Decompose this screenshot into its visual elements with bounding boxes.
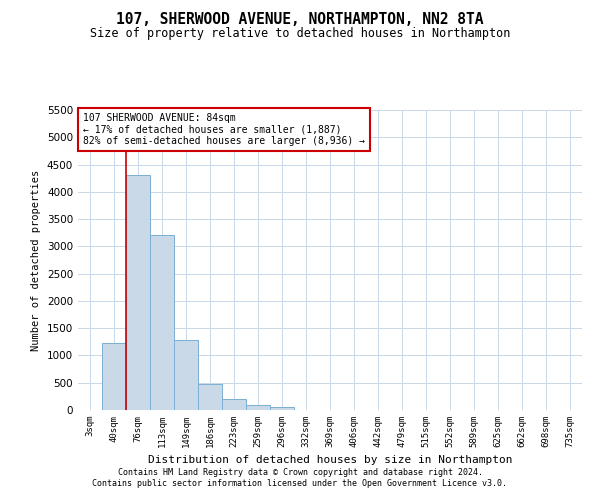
Bar xyxy=(198,384,222,410)
Bar xyxy=(102,344,126,410)
Bar xyxy=(174,340,198,410)
Text: 107 SHERWOOD AVENUE: 84sqm
← 17% of detached houses are smaller (1,887)
82% of s: 107 SHERWOOD AVENUE: 84sqm ← 17% of deta… xyxy=(83,113,365,146)
Text: 107, SHERWOOD AVENUE, NORTHAMPTON, NN2 8TA: 107, SHERWOOD AVENUE, NORTHAMPTON, NN2 8… xyxy=(116,12,484,28)
Y-axis label: Number of detached properties: Number of detached properties xyxy=(31,170,41,350)
Text: Contains HM Land Registry data © Crown copyright and database right 2024.
Contai: Contains HM Land Registry data © Crown c… xyxy=(92,468,508,487)
X-axis label: Distribution of detached houses by size in Northampton: Distribution of detached houses by size … xyxy=(148,456,512,466)
Bar xyxy=(126,176,150,410)
Bar xyxy=(270,407,294,410)
Bar xyxy=(222,399,246,410)
Text: Size of property relative to detached houses in Northampton: Size of property relative to detached ho… xyxy=(90,28,510,40)
Bar xyxy=(246,405,270,410)
Bar xyxy=(150,236,174,410)
